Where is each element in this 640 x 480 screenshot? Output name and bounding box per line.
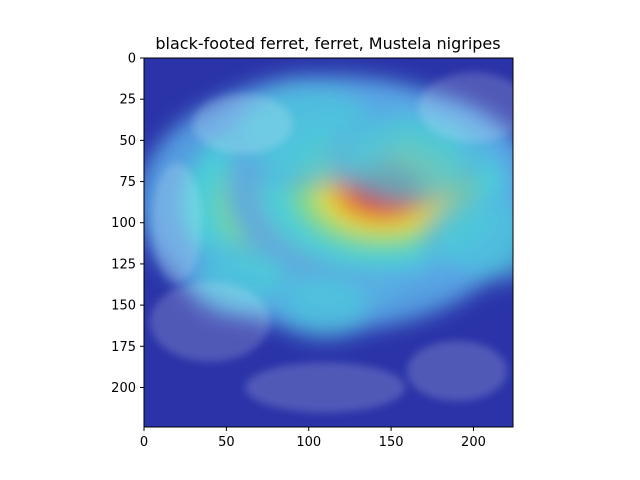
x-tick-label: 200	[461, 435, 486, 450]
image-texture	[406, 340, 507, 401]
x-tick-label: 150	[379, 435, 404, 450]
y-tick-label: 100	[111, 216, 136, 231]
image-texture	[245, 362, 406, 413]
plot-frame	[143, 57, 514, 428]
x-axis: 0 50 100 150 200	[140, 427, 486, 450]
x-tick-label: 50	[218, 435, 235, 450]
image-texture	[151, 162, 202, 283]
y-tick-label: 75	[119, 175, 136, 190]
y-tick-label: 50	[119, 134, 136, 149]
image-texture	[418, 72, 513, 143]
x-tick-label: 100	[296, 435, 321, 450]
y-tick-label: 125	[111, 257, 136, 272]
y-axis: 0 25 50 75 100 125 150 175 200	[111, 52, 144, 396]
heatmap-image	[144, 58, 513, 427]
heatmap-hotspot	[282, 277, 368, 333]
x-tick-label: 0	[140, 435, 148, 450]
heatmap-hotspot	[346, 117, 469, 197]
y-tick-label: 0	[128, 52, 136, 67]
y-tick-label: 175	[111, 340, 136, 355]
image-texture	[192, 93, 293, 154]
chart-title: black-footed ferret, ferret, Mustela nig…	[155, 34, 500, 53]
y-tick-label: 25	[119, 93, 136, 108]
image-texture	[149, 281, 270, 362]
y-tick-label: 200	[111, 381, 136, 396]
y-tick-label: 150	[111, 299, 136, 314]
heatmap-hotspot	[436, 204, 513, 275]
